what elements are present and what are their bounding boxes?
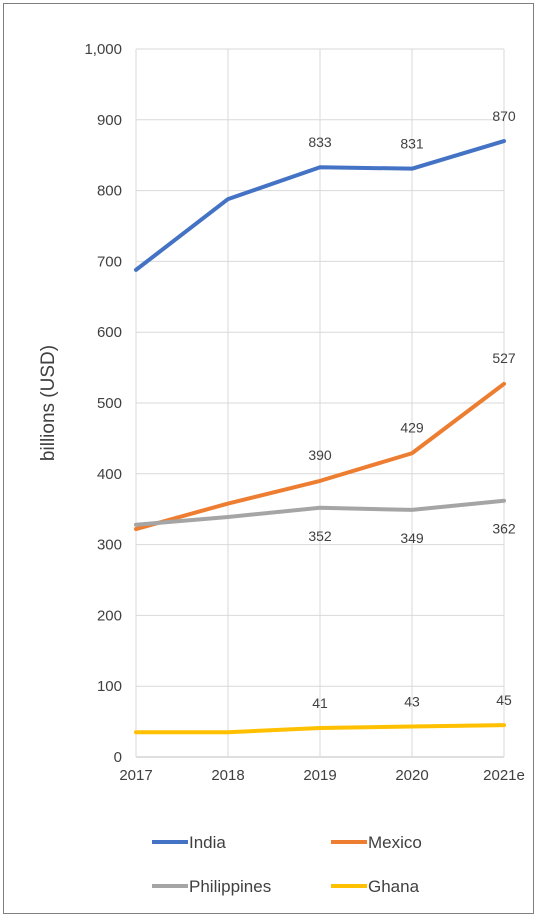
legend-label: India	[189, 833, 226, 852]
data-label-philippines: 352	[308, 528, 332, 544]
gridlines	[135, 48, 505, 758]
data-label-ghana: 43	[404, 694, 420, 710]
chart-frame: 0 100 200 300 400 500 600 700 800 900 1,000 2017 20…	[3, 3, 534, 914]
data-label-mexico: 390	[308, 447, 332, 463]
data-label-philippines: 349	[400, 530, 424, 546]
data-label-mexico: 527	[492, 350, 516, 366]
data-label-philippines: 362	[492, 521, 516, 537]
y-tick-label: 800	[97, 183, 122, 200]
data-labels: 833 831 870 390 429 527 352 349 362 41 43 45	[308, 108, 516, 711]
legend: India Mexico Philippines Ghana	[152, 833, 422, 896]
y-tick-label: 300	[97, 537, 122, 554]
legend-item-ghana: Ghana	[331, 877, 420, 896]
y-tick-label: 100	[97, 678, 122, 695]
x-tick-label: 2018	[211, 767, 244, 784]
x-tick-label: 2017	[119, 767, 152, 784]
y-axis-ticks: 0 100 200 300 400 500 600 700 800 900 1,000	[84, 41, 122, 766]
x-axis-ticks: 2017 2018 2019 2020 2021e	[119, 767, 525, 784]
legend-label: Ghana	[368, 877, 420, 896]
y-axis-label: billions (USD)	[38, 345, 59, 461]
series-lines	[134, 139, 506, 735]
data-label-ghana: 45	[496, 692, 512, 708]
y-tick-label: 400	[97, 466, 122, 483]
x-tick-label: 2019	[303, 767, 336, 784]
data-label-mexico: 429	[400, 419, 424, 435]
data-label-ghana: 41	[312, 695, 328, 711]
y-tick-label: 700	[97, 253, 122, 270]
legend-item-mexico: Mexico	[331, 833, 422, 852]
data-label-india: 831	[400, 136, 424, 152]
legend-item-india: India	[152, 833, 226, 852]
x-tick-label: 2020	[395, 767, 428, 784]
legend-label: Mexico	[368, 833, 422, 852]
x-tick-label: 2021e	[483, 767, 525, 784]
y-tick-label: 600	[97, 324, 122, 341]
y-tick-label: 200	[97, 607, 122, 624]
y-tick-label: 0	[114, 749, 122, 766]
legend-label: Philippines	[189, 877, 271, 896]
data-label-india: 870	[492, 108, 516, 124]
y-tick-label: 1,000	[84, 41, 122, 58]
data-label-india: 833	[308, 134, 332, 150]
legend-item-philippines: Philippines	[152, 877, 271, 896]
y-tick-label: 900	[97, 112, 122, 129]
y-tick-label: 500	[97, 395, 122, 412]
